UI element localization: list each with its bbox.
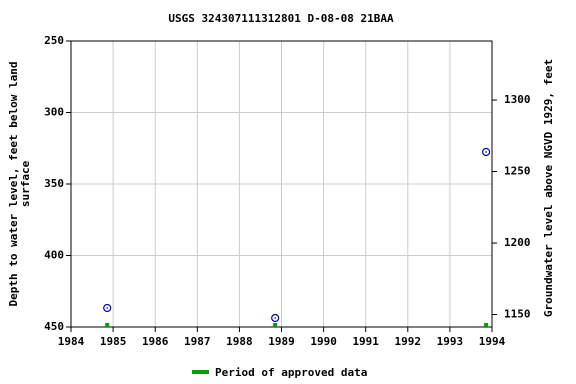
x-tick-label: 1985 (100, 335, 127, 348)
plot-frame (70, 40, 493, 328)
x-tick-label: 1994 (479, 335, 506, 348)
approved-period (484, 323, 489, 327)
chart-title: USGS 324307111312801 D-08-08 21BAA (168, 12, 394, 25)
y2-axis-label: Groundwater level above NGVD 1929, feet (542, 59, 555, 317)
data-point (271, 313, 280, 323)
y2-tick-label: 1300 (504, 93, 531, 106)
y2-tick-label: 1250 (504, 165, 531, 178)
data-point (103, 303, 112, 313)
approved-period (273, 323, 278, 327)
x-tick-label: 1993 (437, 335, 464, 348)
x-tick-label: 1989 (268, 335, 295, 348)
x-tick-label: 1986 (142, 335, 169, 348)
x-tick-label: 1988 (226, 335, 253, 348)
x-tick-label: 1984 (58, 335, 85, 348)
y-tick-label: 450 (44, 320, 64, 333)
y2-tick-label: 1150 (504, 308, 531, 321)
x-tick-label: 1991 (352, 335, 379, 348)
x-tick-label: 1987 (184, 335, 211, 348)
y-tick-label: 300 (44, 106, 64, 119)
legend-label: Period of approved data (215, 366, 367, 379)
data-point (482, 147, 491, 157)
data-point-center (485, 151, 487, 153)
data-point-center (274, 317, 276, 319)
x-tick-label: 1990 (310, 335, 337, 348)
y-tick-label: 250 (44, 34, 64, 47)
y2-tick-label: 1200 (504, 236, 531, 249)
data-point-center (106, 307, 109, 309)
y-tick-label: 350 (44, 177, 64, 190)
y-tick-label: 400 (44, 249, 64, 262)
approved-period (105, 323, 110, 327)
y-axis-label: Depth to water level, feet below land (7, 61, 20, 306)
y-axis-label: surface (19, 160, 32, 207)
x-tick-label: 1992 (395, 335, 422, 348)
